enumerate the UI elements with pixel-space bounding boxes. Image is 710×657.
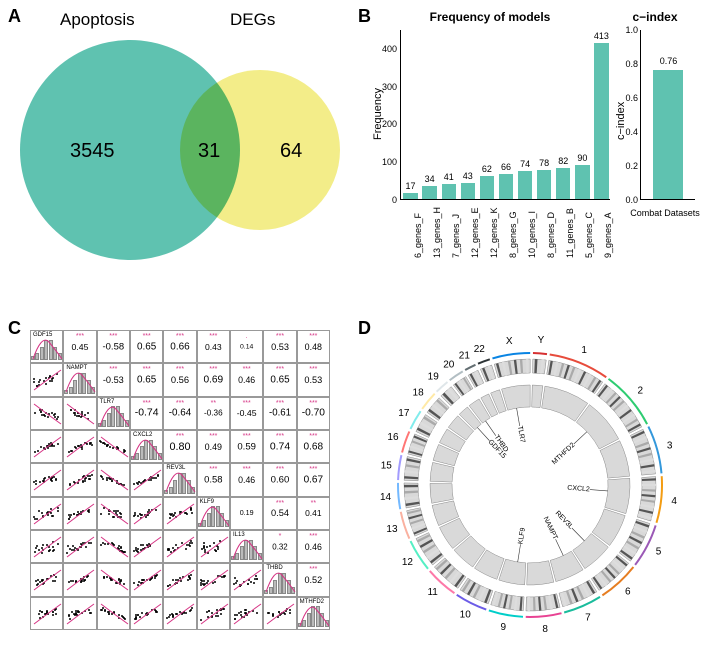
freq-chart-title: Frequency of models (390, 10, 590, 24)
svg-text:21: 21 (459, 350, 471, 361)
svg-text:5: 5 (656, 547, 662, 558)
svg-text:17: 17 (398, 408, 410, 419)
svg-text:15: 15 (381, 460, 393, 471)
svg-text:11: 11 (427, 587, 438, 598)
svg-text:1: 1 (581, 345, 587, 356)
svg-text:20: 20 (443, 360, 455, 371)
cindex-chart-title: c−index (620, 10, 690, 24)
svg-text:REV3L: REV3L (554, 510, 575, 531)
svg-text:MTHFD2: MTHFD2 (551, 442, 577, 467)
svg-text:4: 4 (671, 496, 677, 507)
cindex-xlabel: Combat Datasets (620, 208, 710, 218)
svg-text:10: 10 (460, 609, 472, 620)
svg-text:18: 18 (413, 387, 425, 398)
svg-text:9: 9 (501, 622, 507, 633)
venn-right-count: 64 (280, 140, 302, 163)
svg-text:CXCL2: CXCL2 (567, 485, 590, 494)
svg-text:12: 12 (402, 557, 414, 568)
svg-text:13: 13 (386, 524, 398, 535)
venn-intersection-count: 31 (198, 140, 220, 163)
svg-text:6: 6 (625, 587, 631, 598)
freq-ylabel: Frequency (372, 88, 384, 140)
panel-b-container: Frequency of models c−index 010020030040… (360, 10, 700, 310)
venn-diagram: Apoptosis DEGs 3545 31 64 (10, 10, 340, 290)
circos-svg: 12345678910111213141516171819202122XYMTH… (360, 320, 700, 650)
venn-right-title: DEGs (230, 10, 275, 30)
svg-text:NAMPT: NAMPT (542, 516, 559, 542)
svg-text:3: 3 (667, 441, 673, 452)
circos-plot: 12345678910111213141516171819202122XYMTH… (360, 320, 700, 650)
correlation-matrix: GDF15***0.45***-0.58***0.65***0.66***0.4… (10, 320, 340, 650)
cindex-bar (653, 70, 683, 199)
venn-left-count: 3545 (70, 140, 115, 163)
corr-grid: GDF15***0.45***-0.58***0.65***0.66***0.4… (30, 330, 330, 630)
venn-left-title: Apoptosis (60, 10, 135, 30)
svg-text:22: 22 (474, 344, 486, 355)
svg-text:X: X (506, 336, 513, 347)
cindex-chart-area: 0.76 (640, 30, 695, 200)
cindex-ylabel: c−index (615, 102, 627, 140)
svg-text:7: 7 (585, 613, 591, 624)
svg-text:KLF9: KLF9 (517, 527, 527, 545)
svg-text:16: 16 (387, 432, 399, 443)
svg-text:14: 14 (380, 492, 392, 503)
svg-text:8: 8 (542, 624, 548, 635)
cindex-value: 0.76 (641, 56, 696, 66)
freq-chart-area: 17344143626674788290413 (400, 30, 610, 200)
svg-text:TLR7: TLR7 (516, 425, 526, 443)
svg-text:2: 2 (637, 385, 643, 396)
svg-text:19: 19 (428, 372, 440, 383)
svg-text:Y: Y (538, 335, 545, 346)
